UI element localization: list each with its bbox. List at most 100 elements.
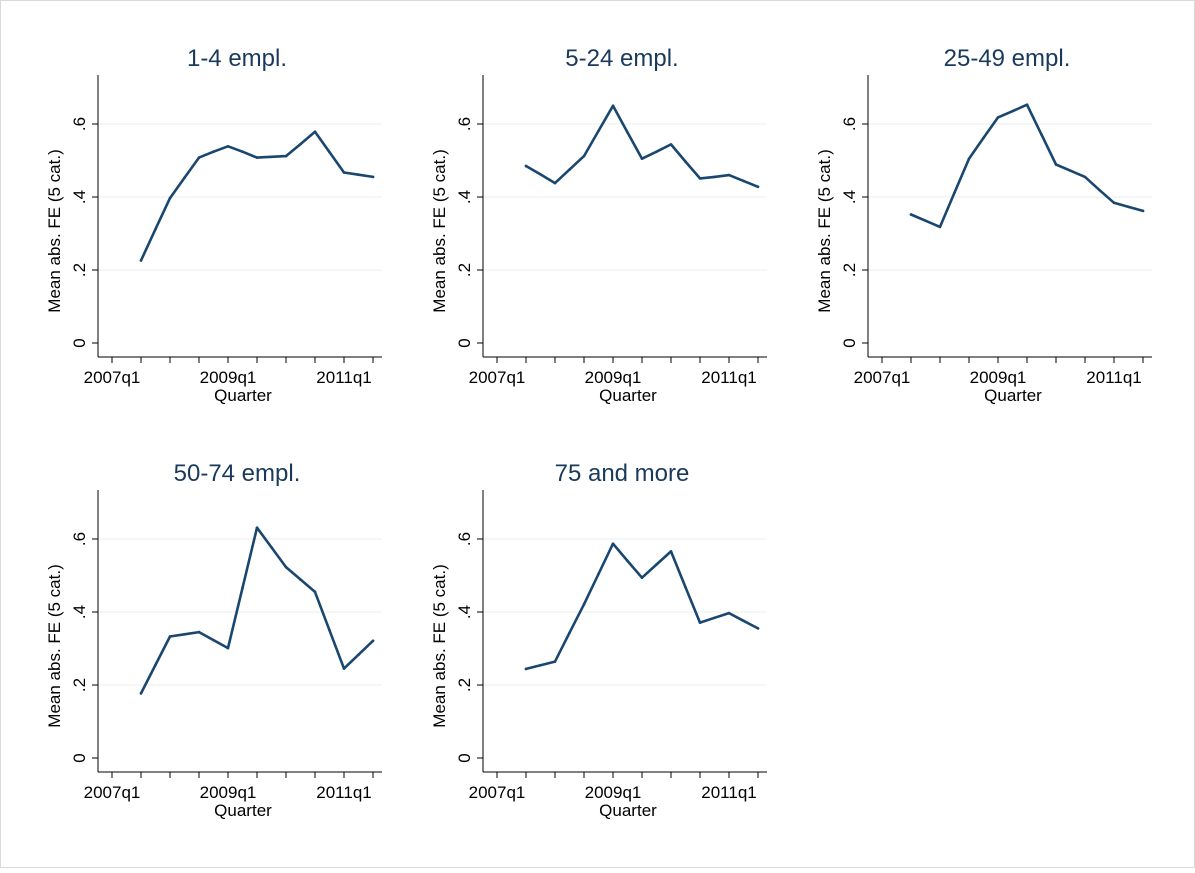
data-point: [342, 667, 346, 670]
y-axis-label: Mean abs. FE (5 cat.): [430, 564, 449, 727]
y-tick-label: 0: [70, 338, 89, 347]
y-axis-label: Mean abs. FE (5 cat.): [815, 149, 834, 312]
y-axis-label: Mean abs. FE (5 cat.): [45, 564, 64, 727]
y-tick-label: .6: [455, 117, 474, 131]
data-point: [197, 156, 201, 159]
data-point: [1112, 201, 1116, 205]
data-point: [1040, 133, 1043, 136]
x-tick-label: 2011q1: [316, 783, 371, 802]
data-point: [582, 154, 586, 158]
data-point: [684, 160, 687, 163]
y-tick-label: .4: [840, 190, 859, 204]
data-point: [938, 225, 942, 229]
data-point: [597, 572, 600, 576]
data-point: [328, 628, 331, 632]
data-point: [139, 259, 143, 262]
x-tick-label: 2011q1: [701, 783, 756, 802]
data-point: [226, 646, 230, 650]
panel-title: 50-74 empl.: [174, 460, 301, 487]
data-point: [270, 546, 273, 549]
data-point: [241, 586, 244, 590]
data-point: [270, 155, 273, 159]
data-point: [626, 559, 629, 563]
y-tick-label: .6: [70, 532, 89, 546]
y-axis-label: Mean abs. FE (5 cat.): [45, 149, 64, 312]
data-point: [154, 663, 157, 667]
data-point: [168, 196, 172, 200]
data-point: [611, 104, 615, 108]
data-point: [756, 185, 760, 189]
data-point: [655, 150, 658, 154]
x-axis-label: Quarter: [599, 801, 657, 820]
y-tick-label: .4: [455, 190, 474, 204]
y-tick-label: .6: [70, 117, 89, 131]
series-line: [909, 103, 1145, 229]
data-point: [284, 565, 288, 569]
data-point: [212, 150, 215, 154]
data-point: [1025, 103, 1029, 106]
x-tick-label: 2007q1: [469, 783, 526, 802]
data-point: [1011, 109, 1014, 113]
data-point: [953, 191, 956, 194]
y-tick-label: .2: [70, 678, 89, 692]
data-point: [684, 585, 687, 589]
data-point: [568, 168, 571, 171]
data-point: [212, 638, 215, 642]
y-tick-label: 0: [455, 338, 474, 347]
data-point: [1098, 188, 1101, 192]
x-tick-label: 2007q1: [84, 368, 141, 387]
data-point: [357, 173, 360, 177]
y-tick-label: .6: [840, 117, 859, 131]
y-tick-label: .2: [455, 678, 474, 692]
data-point: [742, 179, 745, 183]
data-point: [241, 150, 244, 154]
panel-2: 5-24 empl. 0 .2 .4 .6 2007q1 2009q1 2011q1 Quart…: [430, 45, 767, 405]
y-tick-label: 0: [70, 753, 89, 762]
x-tick-label: 2007q1: [854, 368, 911, 387]
data-point: [255, 526, 259, 529]
data-point: [597, 129, 600, 133]
data-point: [640, 576, 644, 579]
data-point: [582, 603, 586, 606]
data-point: [996, 116, 1000, 119]
panel-4: 50-74 empl. 0 .2 .4 .6 2007q1 2009q1 2011q1 Quar…: [45, 460, 382, 820]
x-tick-label: 2007q1: [84, 783, 141, 802]
panel-title: 25-49 empl.: [944, 45, 1071, 72]
x-tick-label: 2009q1: [970, 368, 1027, 387]
data-point: [640, 157, 644, 160]
panel-5: 75 and more 0 .2 .4 .6 2007q1 2009q1 2011q1 Quar…: [430, 460, 767, 820]
data-point: [255, 156, 259, 159]
data-point: [313, 130, 317, 133]
data-point: [626, 131, 629, 134]
data-point: [524, 667, 528, 671]
x-axis-label: Quarter: [214, 386, 272, 405]
x-tick-label: 2009q1: [200, 368, 257, 387]
data-point: [669, 143, 673, 146]
panel-title: 1-4 empl.: [187, 45, 287, 72]
data-point: [1083, 175, 1087, 179]
data-point: [371, 639, 375, 643]
x-tick-label: 2009q1: [585, 783, 642, 802]
data-point: [698, 177, 702, 180]
x-axis-label: Quarter: [984, 386, 1042, 405]
panel-1: 1-4 empl. 0 .2 .4 .6 2007q1 2009q1 2011q1 Quarte…: [45, 45, 382, 405]
data-point: [154, 227, 157, 231]
data-point: [727, 611, 731, 615]
data-point: [655, 563, 658, 566]
x-tick-label: 2011q1: [1086, 368, 1141, 387]
x-axis-label: Quarter: [599, 386, 657, 405]
panel-3: 25-49 empl. 0 .2 .4 .6 2007q1 2009q1 2011q1 Quar…: [815, 45, 1152, 405]
data-point: [1054, 163, 1058, 166]
data-point: [669, 550, 673, 553]
data-point: [1141, 209, 1145, 213]
data-point: [924, 219, 927, 223]
data-point: [611, 542, 615, 546]
series-line: [524, 542, 760, 671]
y-tick-label: 0: [840, 338, 859, 347]
data-point: [1127, 205, 1130, 209]
y-axis-label: Mean abs. FE (5 cat.): [430, 149, 449, 312]
data-point: [299, 578, 302, 581]
data-point: [909, 213, 913, 216]
x-axis-label: Quarter: [214, 801, 272, 820]
